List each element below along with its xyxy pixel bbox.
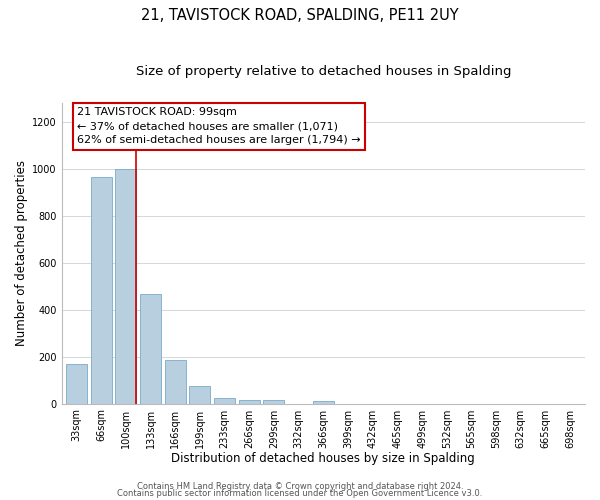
Text: Contains public sector information licensed under the Open Government Licence v3: Contains public sector information licen… — [118, 490, 482, 498]
Bar — [313, 401, 334, 404]
Bar — [66, 364, 87, 404]
Bar — [91, 177, 112, 404]
Title: Size of property relative to detached houses in Spalding: Size of property relative to detached ho… — [136, 65, 511, 78]
Text: Contains HM Land Registry data © Crown copyright and database right 2024.: Contains HM Land Registry data © Crown c… — [137, 482, 463, 491]
Text: 21 TAVISTOCK ROAD: 99sqm
← 37% of detached houses are smaller (1,071)
62% of sem: 21 TAVISTOCK ROAD: 99sqm ← 37% of detach… — [77, 108, 361, 146]
Bar — [165, 360, 186, 404]
Bar — [239, 400, 260, 404]
Bar — [214, 398, 235, 404]
Text: 21, TAVISTOCK ROAD, SPALDING, PE11 2UY: 21, TAVISTOCK ROAD, SPALDING, PE11 2UY — [141, 8, 459, 22]
Y-axis label: Number of detached properties: Number of detached properties — [15, 160, 28, 346]
Bar — [140, 294, 161, 404]
X-axis label: Distribution of detached houses by size in Spalding: Distribution of detached houses by size … — [172, 452, 475, 465]
Bar — [115, 168, 136, 404]
Bar — [263, 400, 284, 404]
Bar — [190, 386, 211, 404]
